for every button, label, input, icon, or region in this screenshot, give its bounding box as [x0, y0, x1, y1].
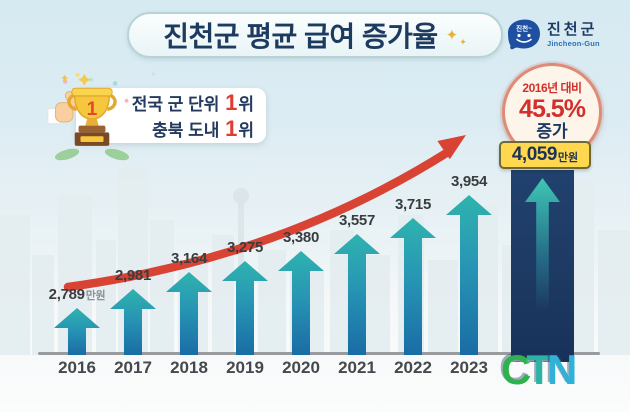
rank-number: 1	[225, 115, 238, 141]
change-label: 증가	[536, 122, 568, 142]
year-label: 2022	[394, 358, 432, 377]
sparkle-icon: ✦	[150, 70, 157, 79]
bar-value-label: 3,557	[338, 212, 376, 229]
bar-value-label: 3,380	[282, 229, 320, 246]
up-arrow-icon	[525, 178, 560, 318]
year-label: 2017	[114, 358, 152, 377]
svg-text:진천~: 진천~	[516, 24, 532, 33]
logo-name-en: Jincheon-Gun	[547, 38, 600, 48]
rank-number: 1	[225, 90, 238, 116]
highlight-unit: 만원	[557, 151, 579, 164]
sparkle-icon: ✦	[60, 73, 70, 85]
bar-value-label: 2,789만원	[48, 286, 106, 303]
ctn-letter: N	[547, 346, 577, 393]
ctn-letter: C	[501, 346, 531, 393]
bar-value-label: 2,981	[114, 267, 152, 284]
year-label: 2020	[282, 358, 320, 377]
ctn-letter: T	[526, 346, 552, 393]
year-label: 2018	[170, 358, 208, 377]
svg-text:1: 1	[87, 99, 98, 120]
year-label: 2016	[58, 358, 96, 377]
year-label: 2019	[226, 358, 264, 377]
sparkle-icon: ✦	[459, 36, 467, 47]
percent-value: 45.5%	[519, 95, 586, 123]
highlight-value: 4,059	[511, 144, 558, 165]
ctn-watermark: CTN	[501, 346, 577, 393]
year-label: 2023	[450, 358, 488, 377]
highlight-value-badge: 4,059 만원	[499, 141, 591, 169]
award-line-national: 전국 군 단위 1위	[131, 90, 254, 116]
highlight-bar-2024	[511, 170, 574, 362]
award-line-province: 충북 도내 1위	[152, 115, 254, 141]
bar-value-label: 3,954	[450, 173, 488, 190]
compare-base-label: 2016년 대비	[522, 81, 582, 95]
year-label: 2021	[338, 358, 376, 377]
bar-value-label: 3,715	[394, 196, 432, 213]
page-title: 진천군 평균 급여 증가율	[163, 21, 438, 52]
sparkle-icon: ✦	[445, 27, 459, 44]
logo-name: 진천군	[547, 21, 598, 39]
jincheon-logo: 진천~ 진천군 Jincheon-Gun	[506, 18, 600, 52]
mascot-icon: 진천~	[508, 19, 540, 50]
title-banner: 진천군 평균 급여 증가율 ✦ ✦	[127, 12, 503, 58]
trophy-icon: 1	[47, 72, 130, 161]
x-axis	[38, 352, 600, 355]
